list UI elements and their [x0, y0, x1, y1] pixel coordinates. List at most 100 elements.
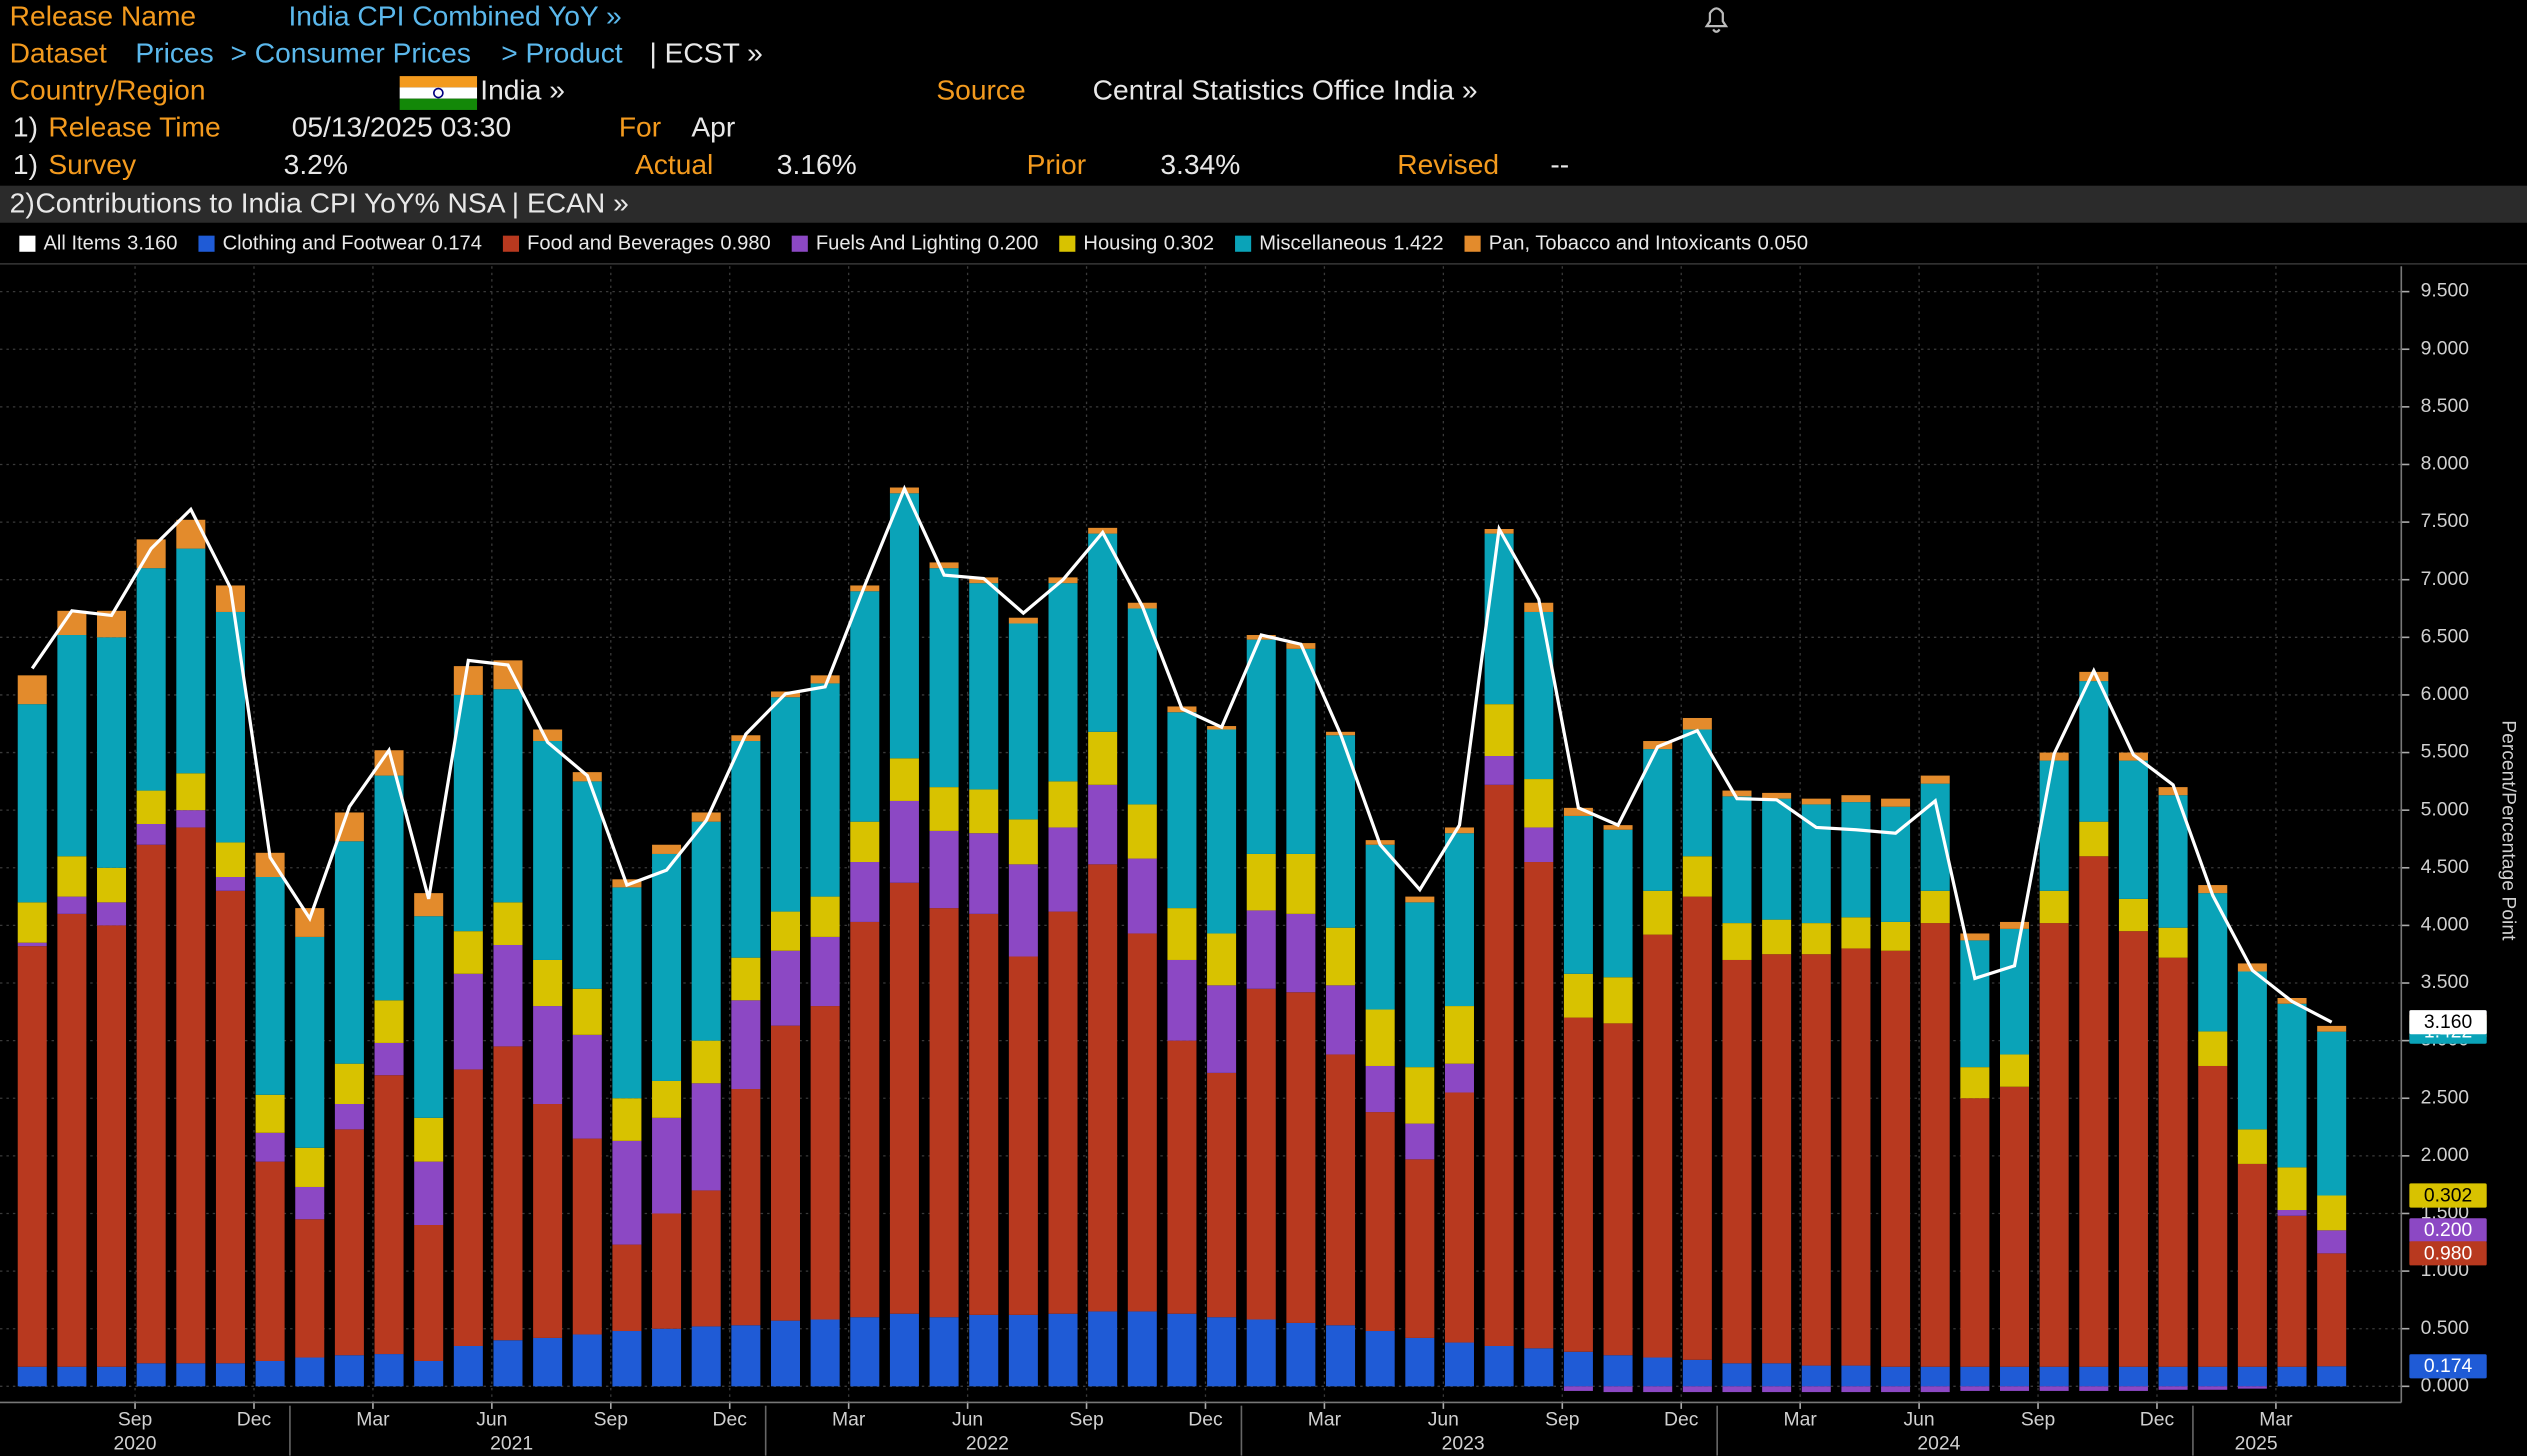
value-badge-label: 3.160 — [2424, 1012, 2472, 1033]
bar-segment — [215, 842, 245, 878]
survey-label[interactable]: Survey — [48, 148, 137, 180]
bar-segment — [1524, 862, 1554, 1349]
bar-segment — [2158, 1386, 2188, 1390]
bar-segment — [1722, 959, 1752, 1364]
bar-segment — [255, 1360, 285, 1387]
row-index[interactable]: 2) — [10, 186, 35, 218]
bar-segment — [2237, 1163, 2267, 1367]
dataset-path[interactable]: Prices — [135, 37, 213, 69]
bar-segment — [136, 1363, 166, 1387]
x-tick-label: Sep — [1069, 1409, 1103, 1430]
bar-segment — [414, 1225, 444, 1361]
dataset-code[interactable]: | ECST » — [649, 37, 762, 69]
bar-segment — [2079, 1386, 2109, 1391]
bar-segment — [2039, 1366, 2069, 1387]
bar-segment — [1048, 1313, 1078, 1387]
bar-segment — [731, 1089, 761, 1326]
bar-segment — [1484, 784, 1514, 1346]
bar-segment — [1127, 804, 1157, 859]
bar-segment — [1088, 533, 1118, 732]
bar-segment — [533, 959, 563, 1007]
bar-segment — [255, 1161, 285, 1361]
bar-segment — [57, 1366, 87, 1387]
value-badge — [2409, 1010, 2487, 1035]
bell-body[interactable] — [1704, 7, 1729, 28]
bar-segment — [1682, 729, 1712, 857]
bar-segment — [533, 1337, 563, 1387]
bar-segment — [255, 1132, 285, 1162]
bar-segment — [493, 689, 523, 903]
row-index[interactable]: 1) — [13, 111, 38, 143]
bar-segment — [2118, 1386, 2148, 1391]
release-time-label[interactable]: Release Time — [48, 111, 220, 143]
y-tick-label: 4.500 — [2421, 857, 2469, 878]
bar-segment — [1563, 815, 1593, 974]
legend-entry: Clothing and Footwear 0.174 — [223, 233, 482, 255]
bar-segment — [255, 877, 285, 1095]
x-tick-label: Dec — [2140, 1409, 2175, 1430]
bar-segment — [17, 1366, 47, 1387]
bar-segment — [1801, 804, 1831, 924]
bar-segment — [1881, 1366, 1911, 1387]
x-year-label: 2024 — [1917, 1433, 1960, 1454]
bar-segment — [2158, 787, 2188, 796]
bar-segment — [2237, 971, 2267, 1130]
value-badge — [2409, 1241, 2487, 1266]
bar-segment — [17, 675, 47, 705]
row-index[interactable]: 1) — [13, 148, 38, 180]
bar-segment — [2000, 1366, 2030, 1387]
bar-segment — [1207, 933, 1237, 986]
bar-segment — [1960, 1386, 1990, 1391]
bar-segment — [176, 773, 206, 811]
bar-segment — [1365, 1112, 1395, 1332]
bar-segment — [1326, 985, 1356, 1055]
x-tick-label: Sep — [118, 1409, 152, 1430]
bar-segment — [1246, 639, 1276, 854]
bar-segment — [1088, 784, 1118, 865]
bar-segment — [1801, 798, 1831, 805]
bell-icon[interactable] — [1704, 7, 1729, 33]
bar-segment — [1762, 1386, 1792, 1393]
dataset-path[interactable]: > Consumer Prices — [230, 37, 470, 69]
dataset-path[interactable]: > Product — [501, 37, 623, 69]
bar-segment — [1405, 1123, 1435, 1160]
bar-segment — [1762, 798, 1792, 920]
bar-segment — [969, 833, 999, 914]
bar-segment — [889, 800, 919, 883]
bar-segment — [1881, 798, 1911, 807]
y-tick-label: 0.000 — [2421, 1375, 2469, 1396]
bar-segment — [453, 1345, 483, 1387]
bar-segment — [1563, 807, 1593, 816]
bar-segment — [97, 925, 127, 1367]
bar-segment — [1920, 775, 1950, 784]
country[interactable]: India » — [480, 74, 565, 106]
bar-segment — [1127, 858, 1157, 934]
chart-title[interactable]: Contributions to India CPI YoY% NSA | EC… — [35, 186, 628, 218]
release-name[interactable]: India CPI Combined YoY » — [288, 0, 621, 32]
bar-segment — [97, 637, 127, 868]
bar-segment — [929, 1317, 959, 1387]
bar-segment — [136, 823, 166, 845]
bell-clapper[interactable] — [1712, 28, 1721, 33]
bar-segment — [929, 908, 959, 1318]
legend-entry: Food and Beverages 0.980 — [527, 233, 771, 255]
bar-segment — [1563, 1386, 1593, 1391]
bar-segment — [1246, 1319, 1276, 1387]
bar-segment — [1088, 1311, 1118, 1387]
y-tick-label: 9.000 — [2421, 338, 2469, 359]
source[interactable]: Central Statistics Office India » — [1093, 74, 1478, 106]
legend-name: Pan, Tobacco and Intoxicants — [1489, 233, 1752, 255]
bar-segment — [1960, 1366, 1990, 1387]
bar-segment — [1841, 1365, 1871, 1387]
legend-swatch — [1464, 235, 1481, 252]
bar-segment — [176, 810, 206, 828]
bar-segment — [770, 911, 801, 951]
bar-segment — [1960, 1098, 1990, 1367]
bar-segment — [1960, 933, 1990, 941]
line-series — [30, 484, 2333, 1024]
bar-segment — [1643, 1386, 1673, 1393]
bar-segment — [2277, 1003, 2307, 1168]
bar-segment — [969, 789, 999, 834]
bar-segment — [2158, 957, 2188, 1367]
